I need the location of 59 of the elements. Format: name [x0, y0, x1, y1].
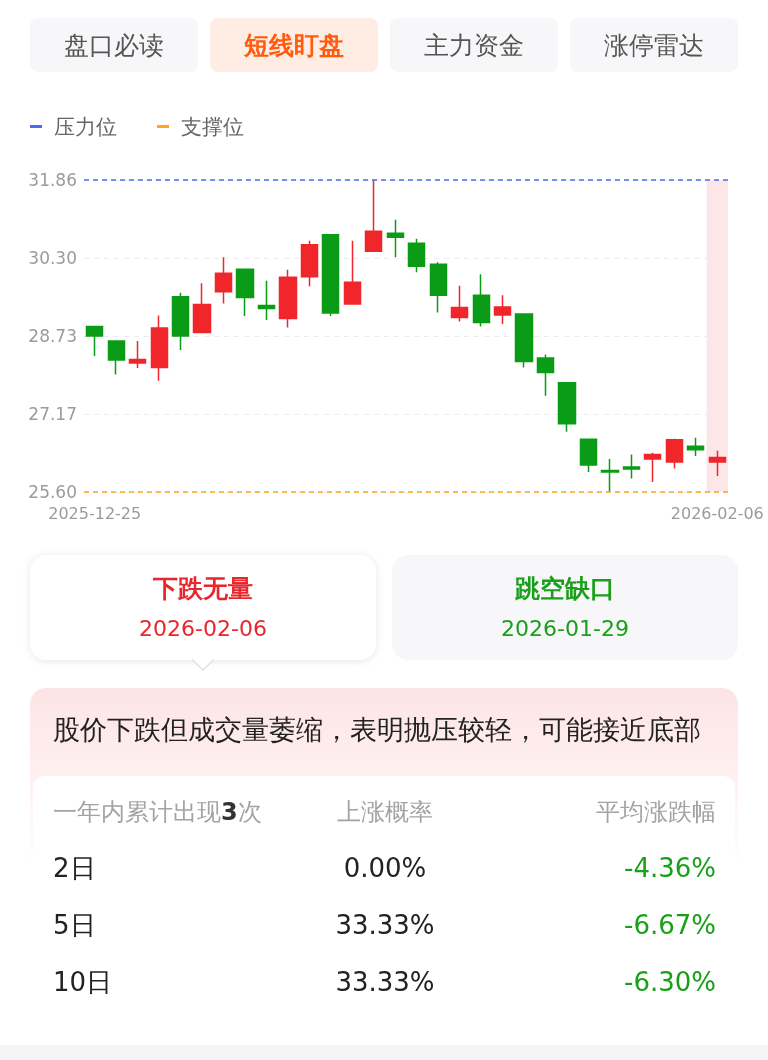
text: 涨停雷达 [604, 29, 704, 62]
candlestick [128, 340, 147, 369]
text: 跳空缺口 [515, 574, 615, 603]
y-tick-label: 27.17 [28, 403, 77, 424]
text: -6.67% [624, 910, 716, 940]
text: 盘口必读 [64, 29, 164, 62]
candlestick [514, 313, 534, 369]
y-tick-label: 30.30 [28, 247, 77, 268]
candlestick [579, 438, 598, 473]
text: 2026-02-06 [139, 616, 267, 641]
text: 33.33% [335, 967, 435, 997]
legend-label: 压力位 [54, 114, 117, 139]
candlestick [278, 268, 298, 329]
candlestick [235, 268, 255, 317]
x-tick-label: 2025-12-25 [48, 503, 142, 523]
text: -6.30% [624, 967, 716, 997]
candlestick [600, 458, 620, 493]
candlestick [686, 436, 705, 457]
candlestick [364, 179, 383, 253]
candlestick [407, 238, 426, 273]
text: 2日 [53, 853, 96, 883]
candlestick [214, 256, 233, 305]
text: 0.00% [343, 853, 427, 883]
y-tick-label: 25.60 [28, 482, 77, 502]
candlestick [429, 261, 448, 314]
candlestick [192, 282, 212, 334]
text: 33.33% [335, 910, 435, 940]
candlestick [321, 234, 340, 317]
candlestick [643, 451, 662, 483]
candlestick [536, 353, 555, 397]
candlestick [450, 284, 469, 323]
text: 10日 [53, 967, 113, 997]
candlestick [300, 240, 319, 287]
candlestick [708, 449, 727, 477]
candlestick [665, 437, 684, 470]
text: 主力资金 [424, 29, 524, 62]
text: 上涨概率 [337, 798, 433, 826]
text: 一年内累计出现3次 [53, 798, 262, 826]
text: 5日 [53, 910, 96, 940]
candlestick [107, 340, 126, 376]
y-tick-label: 28.73 [28, 326, 77, 346]
candlestick [557, 382, 577, 433]
text: -4.36% [624, 853, 716, 883]
candlestick [257, 279, 276, 321]
candlestick [343, 240, 362, 305]
candlestick [386, 219, 405, 258]
legend-label: 支撑位 [181, 114, 244, 139]
candlestick [150, 314, 169, 382]
candlestick [85, 325, 104, 357]
y-tick-label: 31.86 [28, 170, 77, 190]
text: 短线盯盘 [244, 29, 344, 62]
text: 下跌无量 [153, 574, 253, 603]
text: 2026-01-29 [501, 616, 629, 641]
candlestick [622, 453, 641, 480]
text: 股价下跌但成交量萎缩，表明抛压较轻，可能接近底部 [53, 714, 701, 745]
candlestick [472, 273, 491, 328]
candlestick [171, 291, 190, 351]
candlestick [493, 294, 512, 325]
text: 平均涨跌幅 [596, 798, 716, 826]
